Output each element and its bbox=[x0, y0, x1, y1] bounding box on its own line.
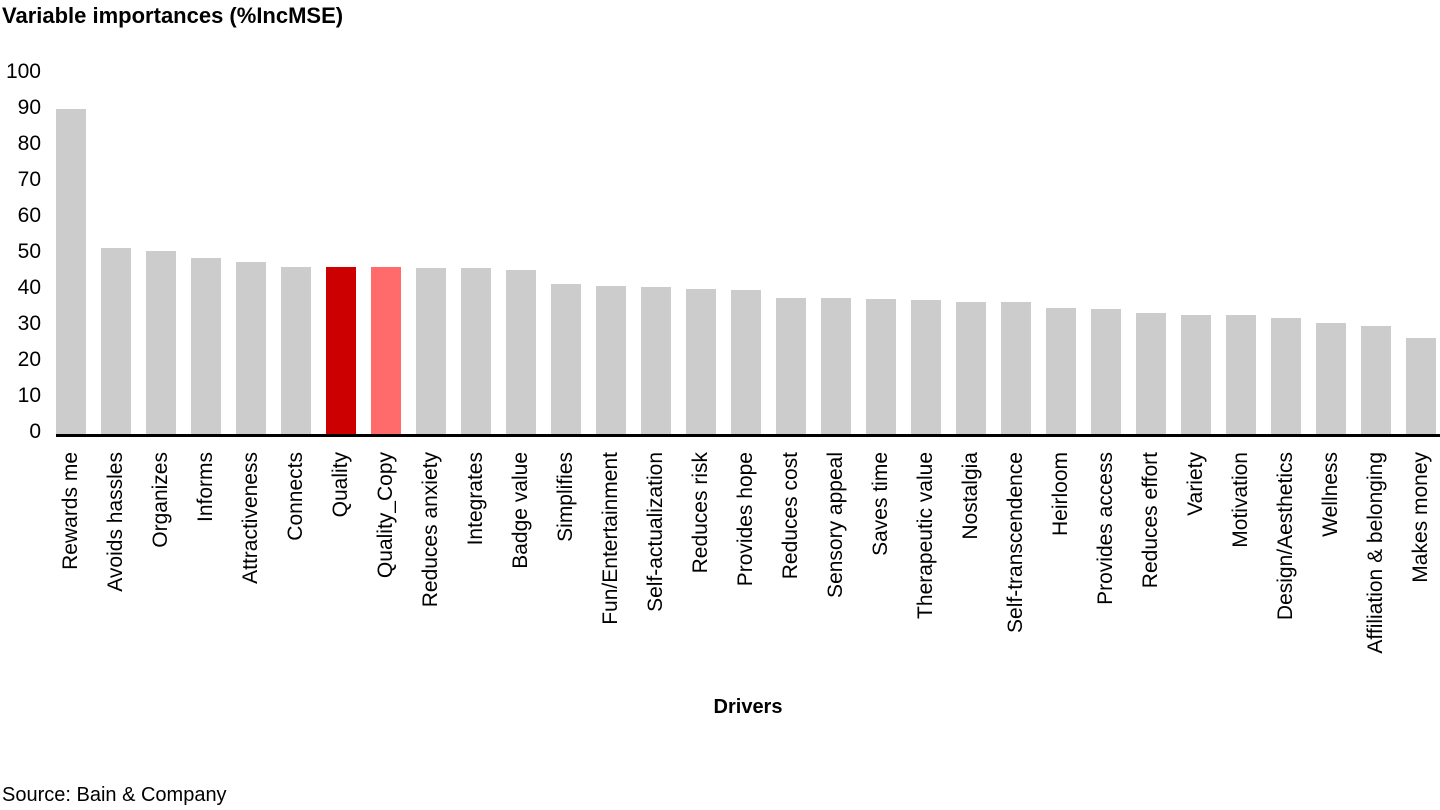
bar-badge-value bbox=[506, 270, 536, 434]
x-tick-label-therapeutic-value: Therapeutic value bbox=[914, 452, 937, 619]
x-tick-label-connects: Connects bbox=[284, 452, 307, 541]
bar-integrates bbox=[461, 268, 491, 434]
bar-wellness bbox=[1316, 323, 1346, 434]
y-tick-label-50: 50 bbox=[17, 240, 41, 263]
x-tick-label-badge-value: Badge value bbox=[509, 452, 532, 569]
bar-attractiveness bbox=[236, 262, 266, 434]
bar-motivation bbox=[1226, 315, 1256, 434]
x-tick-label-variety: Variety bbox=[1184, 452, 1207, 516]
x-axis-title: Drivers bbox=[713, 696, 783, 718]
x-tick-label-provides-access: Provides access bbox=[1094, 452, 1117, 605]
x-tick-label-quality-copy: Quality_Copy bbox=[374, 452, 397, 579]
chart-title: Variable importances (%IncMSE) bbox=[2, 3, 344, 28]
bar-reduces-risk bbox=[686, 289, 716, 434]
bar-connects bbox=[281, 267, 311, 434]
bar-sensory-appeal bbox=[821, 298, 851, 434]
bar-therapeutic-value bbox=[911, 300, 941, 434]
bar-informs bbox=[191, 258, 221, 434]
bar-quality bbox=[326, 267, 356, 434]
bar-variety bbox=[1181, 315, 1211, 434]
x-tick-label-informs: Informs bbox=[194, 452, 217, 523]
y-tick-label-20: 20 bbox=[17, 348, 41, 371]
x-tick-label-wellness: Wellness bbox=[1319, 452, 1342, 537]
source-note: Source: Bain & Company bbox=[2, 784, 227, 806]
bar-makes-money bbox=[1406, 338, 1436, 434]
x-tick-label-provides-hope: Provides hope bbox=[734, 452, 757, 587]
bar-provides-access bbox=[1091, 309, 1121, 434]
x-tick-label-organizes: Organizes bbox=[149, 452, 172, 548]
y-tick-label-10: 10 bbox=[17, 384, 41, 407]
x-tick-label-reduces-cost: Reduces cost bbox=[779, 452, 802, 580]
bar-heirloom bbox=[1046, 308, 1076, 434]
bar-reduces-cost bbox=[776, 298, 806, 434]
x-tick-label-attractiveness: Attractiveness bbox=[239, 452, 262, 584]
y-tick-label-60: 60 bbox=[17, 204, 41, 227]
x-tick-label-design-aesthetics: Design/Aesthetics bbox=[1274, 452, 1297, 621]
x-tick-label-heirloom: Heirloom bbox=[1049, 452, 1072, 537]
x-tick-label-reduces-risk: Reduces risk bbox=[689, 452, 712, 574]
x-tick-label-integrates: Integrates bbox=[464, 452, 487, 546]
bar-fun-entertainment bbox=[596, 286, 626, 434]
bar-simplifies bbox=[551, 284, 581, 434]
x-tick-label-simplifies: Simplifies bbox=[554, 452, 577, 542]
x-tick-label-nostalgia: Nostalgia bbox=[959, 452, 982, 540]
x-tick-label-fun-entertainment: Fun/Entertainment bbox=[599, 452, 622, 625]
bar-saves-time bbox=[866, 299, 896, 434]
x-tick-label-reduces-anxiety: Reduces anxiety bbox=[419, 452, 442, 608]
bar-design-aesthetics bbox=[1271, 318, 1301, 434]
x-tick-label-quality: Quality bbox=[329, 452, 352, 518]
x-tick-label-motivation: Motivation bbox=[1229, 452, 1252, 548]
bar-rewards-me bbox=[56, 109, 86, 434]
x-axis-line bbox=[56, 434, 1440, 437]
y-tick-label-30: 30 bbox=[17, 312, 41, 335]
bar-nostalgia bbox=[956, 302, 986, 434]
bar-reduces-effort bbox=[1136, 313, 1166, 434]
bar-affiliation-belonging bbox=[1361, 326, 1391, 434]
x-tick-label-makes-money: Makes money bbox=[1409, 452, 1432, 583]
y-tick-label-100: 100 bbox=[5, 60, 41, 83]
y-tick-label-70: 70 bbox=[17, 168, 41, 191]
y-tick-label-0: 0 bbox=[29, 420, 41, 443]
x-tick-label-rewards-me: Rewards me bbox=[59, 452, 82, 570]
x-tick-label-self-actualization: Self-actualization bbox=[644, 452, 667, 612]
bar-reduces-anxiety bbox=[416, 268, 446, 434]
y-tick-label-80: 80 bbox=[17, 132, 41, 155]
bar-provides-hope bbox=[731, 290, 761, 434]
x-tick-label-reduces-effort: Reduces effort bbox=[1139, 452, 1162, 589]
x-tick-label-self-transcendence: Self-transcendence bbox=[1004, 452, 1027, 633]
bar-avoids-hassles bbox=[101, 248, 131, 434]
y-tick-label-90: 90 bbox=[17, 96, 41, 119]
y-tick-label-40: 40 bbox=[17, 276, 41, 299]
x-tick-label-avoids-hassles: Avoids hassles bbox=[104, 452, 127, 592]
bar-organizes bbox=[146, 251, 176, 434]
bar-quality-copy bbox=[371, 267, 401, 434]
x-tick-label-sensory-appeal: Sensory appeal bbox=[824, 452, 847, 598]
x-tick-label-affiliation-belonging: Affiliation & belonging bbox=[1364, 452, 1387, 654]
bar-self-transcendence bbox=[1001, 302, 1031, 434]
x-tick-label-saves-time: Saves time bbox=[869, 452, 892, 556]
bar-self-actualization bbox=[641, 287, 671, 434]
